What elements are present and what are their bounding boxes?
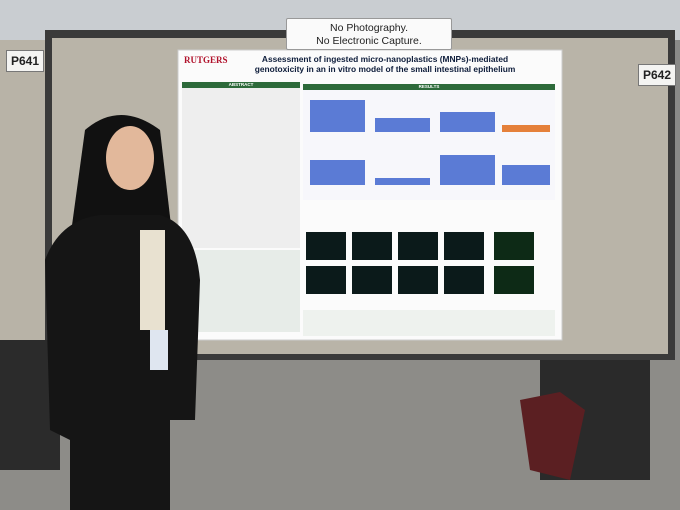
board-number: P642: [638, 64, 677, 86]
shirt: [140, 230, 165, 330]
notice-line: No Photography.: [329, 22, 409, 34]
notice-line: No Electronic Capture.: [316, 35, 422, 47]
left-board: [0, 40, 50, 340]
face: [106, 126, 154, 190]
poster-title: Assessment of ingested micro-nanoplastic…: [254, 54, 516, 74]
methods: [182, 250, 300, 332]
conclusions: [303, 310, 555, 336]
badge: [150, 330, 168, 370]
poster-logo: RUTGERS: [184, 55, 228, 65]
no-photo-sign: No Photography. No Electronic Capture.: [286, 18, 452, 50]
coat: [520, 392, 585, 480]
abstract-text: [182, 88, 300, 248]
chart-bars: [310, 100, 550, 185]
section-header: RESULTS: [303, 84, 555, 90]
board-number: P641: [6, 50, 45, 72]
microscopy-images: [306, 232, 534, 294]
section-header: ABSTRACT: [182, 82, 300, 88]
